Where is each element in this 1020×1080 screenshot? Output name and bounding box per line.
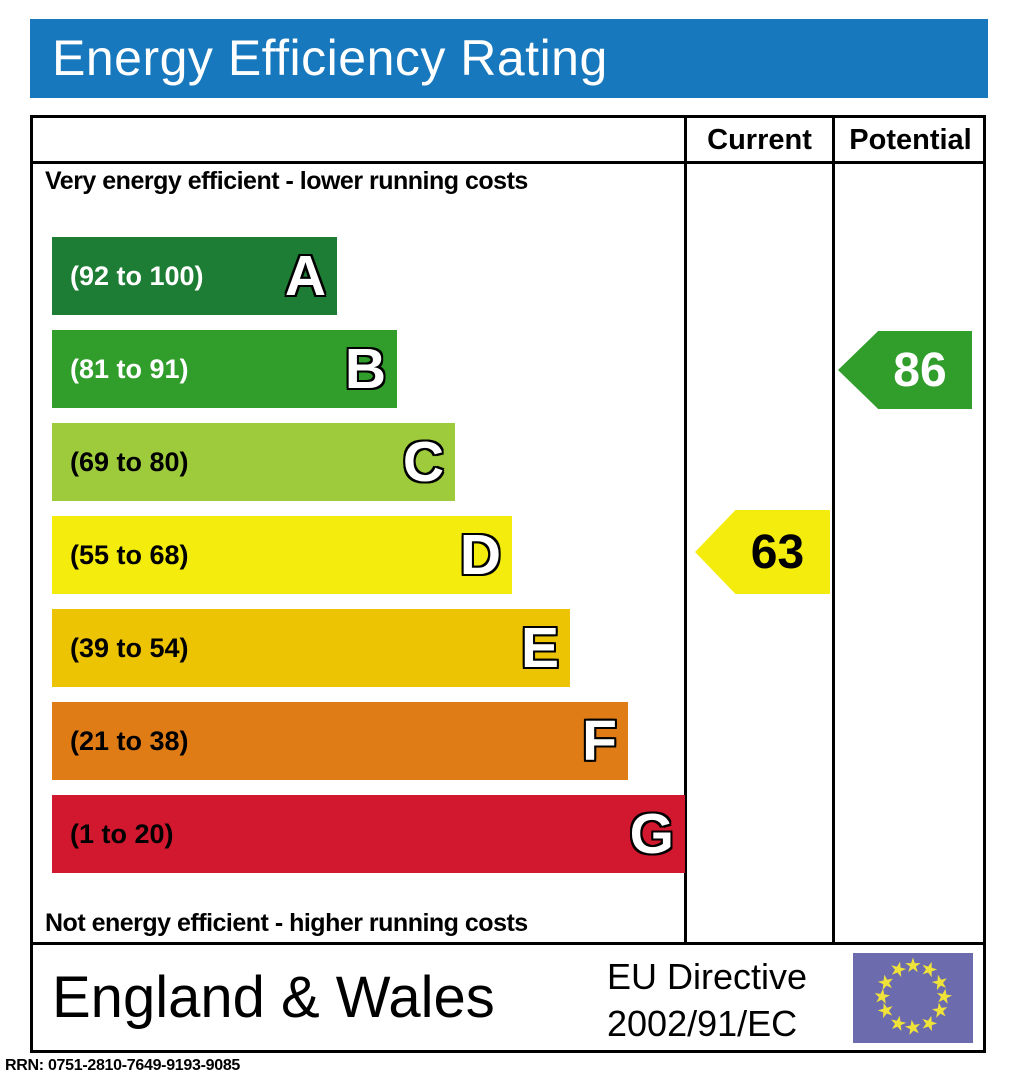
footer-divider-line	[30, 942, 986, 945]
band-a-range: (92 to 100)	[70, 260, 204, 291]
band-c-range: (69 to 80)	[70, 446, 189, 477]
page-title: Energy Efficiency Rating	[52, 30, 608, 86]
band-f-range: (21 to 38)	[70, 725, 189, 756]
eu-star-icon: ★	[904, 955, 922, 977]
current-column-header: Current	[707, 124, 812, 156]
eu-directive-label: EU Directive 2002/91/EC	[607, 953, 807, 1047]
band-g-letter: G	[629, 802, 674, 866]
band-c-letter: C	[402, 430, 444, 494]
top-note: Very energy efficient - lower running co…	[45, 167, 528, 195]
band-a-letter: A	[284, 244, 326, 308]
band-e-letter: E	[520, 616, 559, 680]
band-a: (92 to 100) A	[52, 237, 337, 315]
band-d: (55 to 68) D	[52, 516, 512, 594]
eu-star-icon: ★	[886, 957, 909, 983]
band-c: (69 to 80) C	[52, 423, 455, 501]
band-g: (1 to 20) G	[52, 795, 685, 873]
bottom-note: Not energy efficient - higher running co…	[45, 909, 528, 937]
band-f-letter: F	[582, 709, 617, 773]
potential-column-header: Potential	[849, 124, 972, 156]
band-b: (81 to 91) B	[52, 330, 397, 408]
rrn-label: RRN: 0751-2810-7649-9193-9085	[5, 1057, 241, 1074]
current-column-line	[684, 115, 687, 945]
potential-column-line	[832, 115, 835, 945]
band-f: (21 to 38) F	[52, 702, 628, 780]
potential-rating-value: 86	[893, 343, 947, 397]
band-g-range: (1 to 20)	[70, 818, 174, 849]
band-b-range: (81 to 91)	[70, 353, 189, 384]
current-rating-value: 63	[750, 525, 805, 579]
header-divider-line	[30, 161, 986, 164]
eu-directive-line2: 2002/91/EC	[607, 1003, 798, 1044]
title-bar: Energy Efficiency Rating	[30, 19, 988, 98]
eu-flag-icon: ★ ★ ★ ★ ★ ★ ★ ★ ★ ★ ★ ★	[853, 953, 973, 1043]
band-d-range: (55 to 68)	[70, 539, 189, 570]
band-b-letter: B	[344, 337, 386, 401]
region-label: England & Wales	[52, 965, 495, 1030]
band-e-range: (39 to 54)	[70, 632, 189, 663]
eu-directive-line1: EU Directive	[607, 956, 808, 997]
band-d-letter: D	[459, 523, 501, 587]
band-e: (39 to 54) E	[52, 609, 570, 687]
epc-table-frame	[30, 115, 986, 1053]
